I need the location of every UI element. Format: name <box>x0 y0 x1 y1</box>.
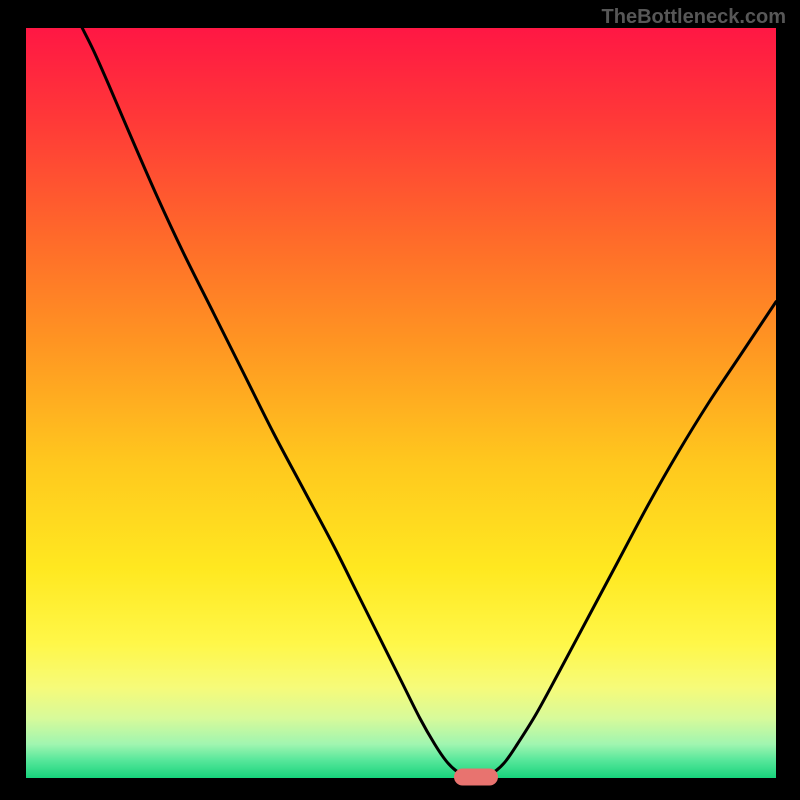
bottleneck-curve <box>26 28 776 778</box>
optimal-marker <box>454 768 498 785</box>
chart-container: TheBottleneck.com <box>0 0 800 800</box>
watermark-text: TheBottleneck.com <box>602 6 786 29</box>
plot-area <box>26 28 776 778</box>
